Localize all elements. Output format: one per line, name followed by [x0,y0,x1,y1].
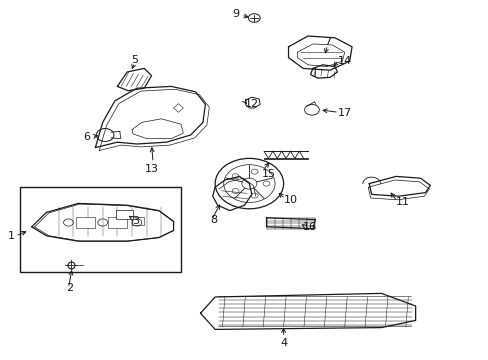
Text: 7: 7 [324,37,330,47]
Text: 9: 9 [232,9,239,19]
Bar [107,217,127,228]
Text: 13: 13 [144,164,158,174]
Text: 3: 3 [132,216,139,226]
Bar [76,217,95,228]
Text: 5: 5 [131,55,138,65]
Bar [116,210,133,219]
Bar [20,187,181,272]
Bar [132,217,144,225]
Text: 6: 6 [83,132,90,142]
Text: 2: 2 [66,283,73,293]
Text: 15: 15 [261,169,275,179]
Text: 10: 10 [283,195,297,205]
Text: 16: 16 [303,222,317,232]
Text: 17: 17 [337,108,351,118]
Text: 4: 4 [280,338,286,348]
Text: 8: 8 [210,215,217,225]
Text: 1: 1 [8,231,15,241]
Text: 14: 14 [337,56,351,66]
Text: 12: 12 [244,99,258,109]
Text: 11: 11 [395,197,409,207]
